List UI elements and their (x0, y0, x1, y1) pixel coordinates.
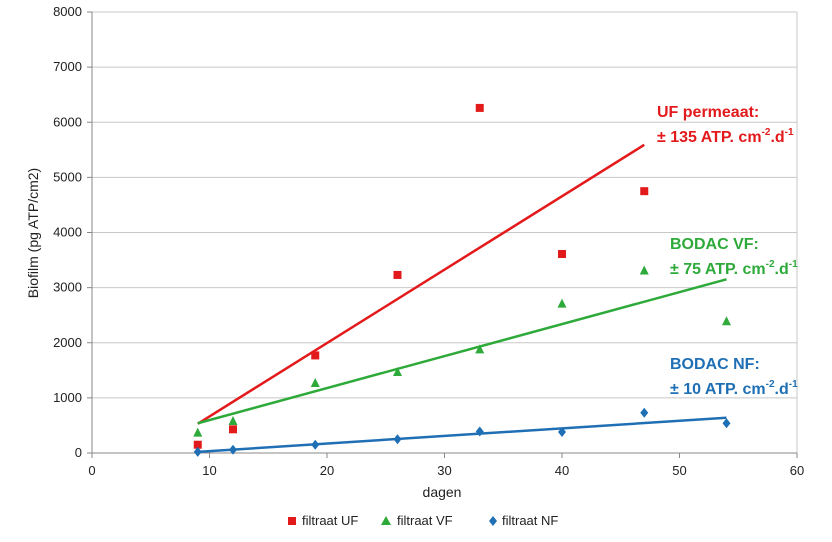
point-nf-7 (722, 418, 731, 429)
annotation-vf-line1: BODAC VF: (670, 236, 759, 253)
x-tick-label-40: 40 (555, 463, 569, 478)
legend-label-nf: filtraat NF (502, 513, 558, 528)
annotation-uf-sup2: -1 (785, 127, 794, 138)
annotation-vf: BODAC VF: ± 75 ATP. cm-2.d-1 (670, 236, 798, 278)
trend-line-uf (197, 143, 645, 425)
x-tick-label-60: 60 (790, 463, 804, 478)
point-nf-1 (229, 444, 237, 455)
x-tick-label-0: 0 (88, 463, 95, 478)
y-tick-label-6000: 6000 (53, 114, 82, 129)
point-uf-2 (311, 351, 320, 360)
y-axis-title: Biofilm (pg ATP/cm2) (25, 168, 41, 298)
y-tick-label-0: 0 (75, 445, 82, 460)
point-vf-7 (722, 316, 731, 326)
x-tick-label-30: 30 (437, 463, 451, 478)
point-nf-4 (475, 426, 484, 437)
point-vf-2 (310, 377, 320, 387)
point-uf-1 (229, 425, 237, 434)
legend-label-vf: filtraat VF (397, 513, 453, 528)
annotation-uf-line1: UF permeaat: (657, 104, 759, 121)
x-axis-title: dagen (423, 484, 462, 500)
point-vf-1 (228, 416, 238, 426)
y-tick-label-3000: 3000 (53, 280, 82, 295)
point-uf-5 (558, 249, 566, 258)
annotation-uf: UF permeaat: ± 135 ATP. cm-2.d-1 (657, 104, 794, 146)
annotation-uf-sup1: -2 (762, 127, 771, 138)
annotation-vf-mid: .d (775, 261, 789, 278)
annotation-nf-rate: ± 10 ATP. cm (670, 381, 766, 398)
trend-line-nf (197, 416, 727, 454)
legend-marker-uf (288, 517, 296, 525)
annotation-nf-sup1: -2 (766, 379, 775, 390)
annotation-vf-line2: ± 75 ATP. cm-2.d-1 (670, 259, 798, 278)
y-tick-label-5000: 5000 (53, 169, 82, 184)
point-vf-0 (193, 427, 203, 437)
y-tick-label-1000: 1000 (53, 390, 82, 405)
point-vf-6 (639, 265, 649, 275)
legend: filtraat UF filtraat VF filtraat NF (288, 513, 558, 528)
annotation-vf-rate: ± 75 ATP. cm (670, 261, 766, 278)
trend-line-vf (197, 278, 727, 425)
y-tick-label-4000: 4000 (53, 225, 82, 240)
point-vf-4 (475, 344, 485, 354)
legend-marker-nf (489, 516, 497, 526)
annotation-nf-line2: ± 10 ATP. cm-2.d-1 (670, 379, 798, 398)
point-nf-5 (558, 427, 566, 438)
x-tick-label-50: 50 (672, 463, 686, 478)
point-nf-6 (640, 407, 649, 418)
annotation-uf-line2: ± 135 ATP. cm-2.d-1 (657, 127, 794, 146)
y-tick-label-8000: 8000 (53, 4, 82, 19)
point-uf-6 (640, 187, 649, 196)
point-uf-0 (193, 440, 202, 449)
annotation-uf-rate: ± 135 ATP. cm (657, 129, 762, 146)
data-points (193, 103, 731, 457)
axes (87, 11, 798, 458)
annotation-nf-line1: BODAC NF: (670, 356, 760, 373)
y-tick-label-2000: 2000 (53, 335, 82, 350)
point-uf-3 (393, 270, 402, 279)
y-tick-label-7000: 7000 (53, 59, 82, 74)
annotation-uf-mid: .d (770, 129, 784, 146)
point-nf-2 (311, 439, 320, 450)
grid-lines (92, 11, 798, 453)
point-vf-3 (393, 366, 402, 376)
point-vf-5 (557, 298, 567, 308)
trend-lines (197, 143, 727, 454)
legend-marker-vf (381, 516, 391, 525)
x-tick-label-10: 10 (202, 463, 216, 478)
annotation-vf-sup1: -2 (766, 259, 775, 270)
legend-label-uf: filtraat UF (302, 513, 358, 528)
point-uf-4 (475, 103, 484, 112)
annotation-nf-mid: .d (775, 381, 789, 398)
annotation-nf-sup2: -1 (789, 379, 798, 390)
x-tick-labels: 0 10 20 30 40 50 60 (88, 463, 804, 478)
point-nf-3 (393, 434, 402, 445)
annotation-nf: BODAC NF: ± 10 ATP. cm-2.d-1 (670, 356, 798, 398)
y-tick-labels: 0 1000 2000 3000 4000 5000 6000 7000 8000 (53, 4, 82, 460)
annotation-vf-sup2: -1 (789, 259, 798, 270)
x-tick-label-20: 20 (320, 463, 334, 478)
point-nf-0 (193, 446, 202, 457)
